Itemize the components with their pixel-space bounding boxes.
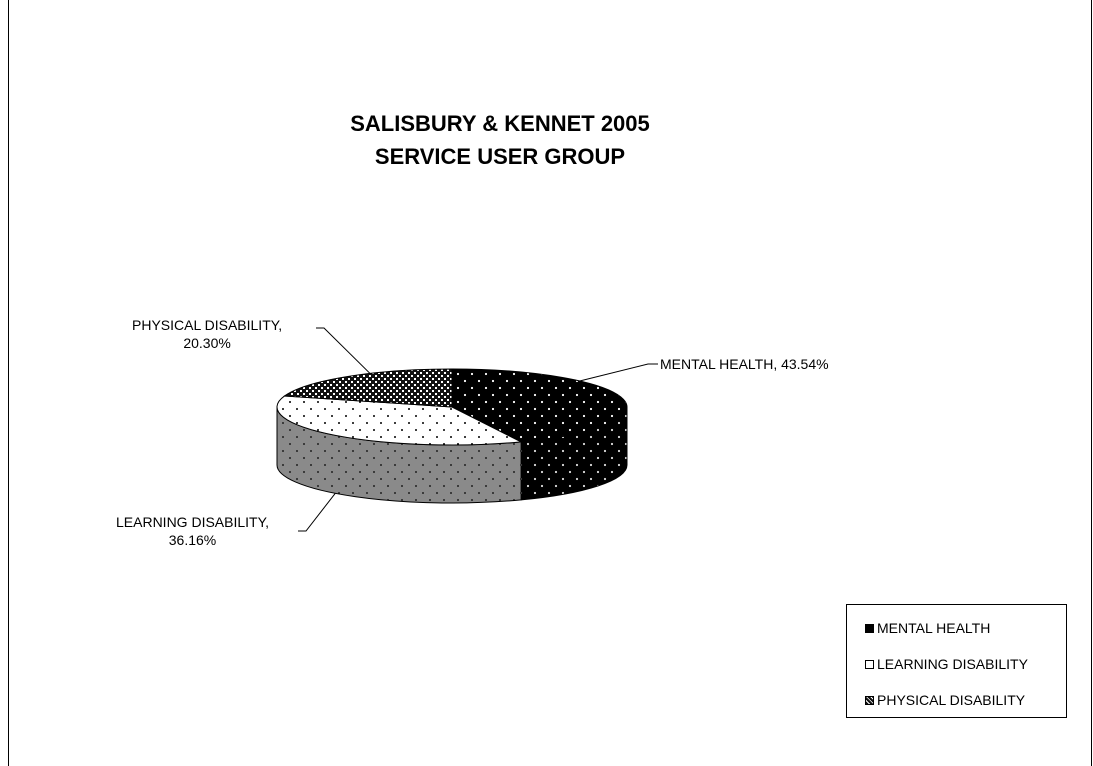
legend-item-learning-disability: LEARNING DISABILITY <box>865 656 1028 672</box>
chart-subtitle: SERVICE USER GROUP <box>374 144 626 169</box>
pie-slices <box>276 368 628 504</box>
leader-line-mental-health <box>579 363 658 382</box>
pie-slice-learning-disability <box>276 395 523 446</box>
chart-title: SALISBURY & KENNET 2005 SERVICE USER GRO… <box>0 107 1000 173</box>
data-label-physical-disability: PHYSICAL DISABILITY, 20.30% <box>132 316 282 352</box>
leader-line-learning-disability <box>298 493 336 532</box>
chart-title-line-1: SALISBURY & KENNET 2005 <box>350 111 650 136</box>
pie-slice-physical-disability <box>283 368 453 408</box>
data-label-physical-disability-line-1: PHYSICAL DISABILITY, <box>132 317 283 333</box>
data-label-learning-disability-line-1: LEARNING DISABILITY, <box>116 514 270 530</box>
leader-line-physical-disability <box>316 327 371 374</box>
data-label-learning-disability: LEARNING DISABILITY, 36.16% <box>116 513 269 549</box>
legend-label-learning-disability: LEARNING DISABILITY <box>877 656 1028 672</box>
legend-label-physical-disability: PHYSICAL DISABILITY <box>877 692 1026 708</box>
legend-item-mental-health: MENTAL HEALTH <box>865 620 990 636</box>
legend-label-mental-health: MENTAL HEALTH <box>877 620 991 636</box>
chart-frame <box>8 0 1092 766</box>
data-label-mental-health: MENTAL HEALTH, 43.54% <box>660 355 829 373</box>
data-label-mental-health-text: MENTAL HEALTH, 43.54% <box>660 356 829 372</box>
leader-lines <box>298 327 658 532</box>
pie-slice-mental-health <box>451 368 628 443</box>
chart-legend: MENTAL HEALTH LEARNING DISABILITY PHYSIC… <box>846 604 1067 718</box>
data-label-physical-disability-line-2: 20.30% <box>183 335 231 351</box>
data-label-learning-disability-line-2: 36.16% <box>168 532 217 548</box>
legend-swatch-physical-disability <box>865 696 874 705</box>
legend-swatch-learning-disability <box>865 660 874 669</box>
legend-swatch-mental-health <box>865 624 874 633</box>
legend-item-physical-disability: PHYSICAL DISABILITY <box>865 692 1025 708</box>
